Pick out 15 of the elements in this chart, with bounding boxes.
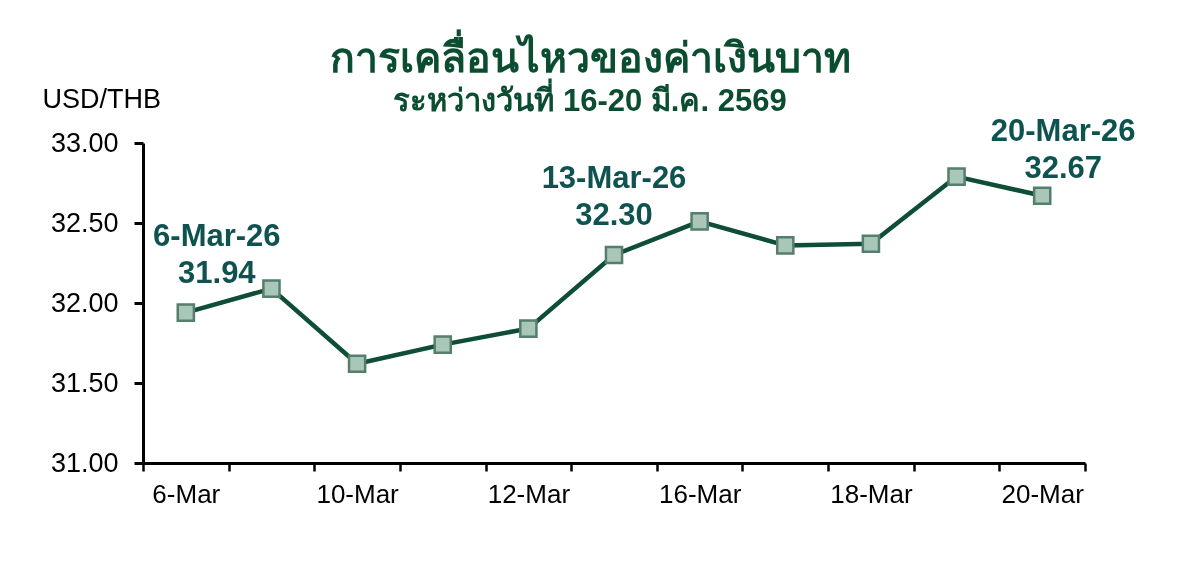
y-tick-label: 33.00: [50, 127, 119, 158]
annotation: 13-Mar-26 32.30: [541, 160, 687, 232]
annotation: 6-Mar-26 31.94: [153, 217, 281, 290]
annotation: 20-Mar-26 32.67: [990, 112, 1136, 185]
x-tick-label: 12-Mar: [487, 478, 571, 509]
x-tick-label: 10-Mar: [316, 478, 400, 509]
x-tick-label: 18-Mar: [830, 478, 913, 509]
y-tick-label: 32.50: [50, 207, 119, 238]
y-tick-label: 31.00: [50, 447, 119, 478]
x-tick-label: 16-Mar: [658, 478, 742, 509]
y-tick-label: 32.00: [50, 287, 119, 318]
x-tick-label: 20-Mar: [1001, 478, 1085, 509]
y-tick-label: 31.50: [50, 367, 119, 398]
y-axis-title: USD/THB: [42, 83, 162, 114]
x-tick-label: 6-Mar: [152, 478, 221, 509]
